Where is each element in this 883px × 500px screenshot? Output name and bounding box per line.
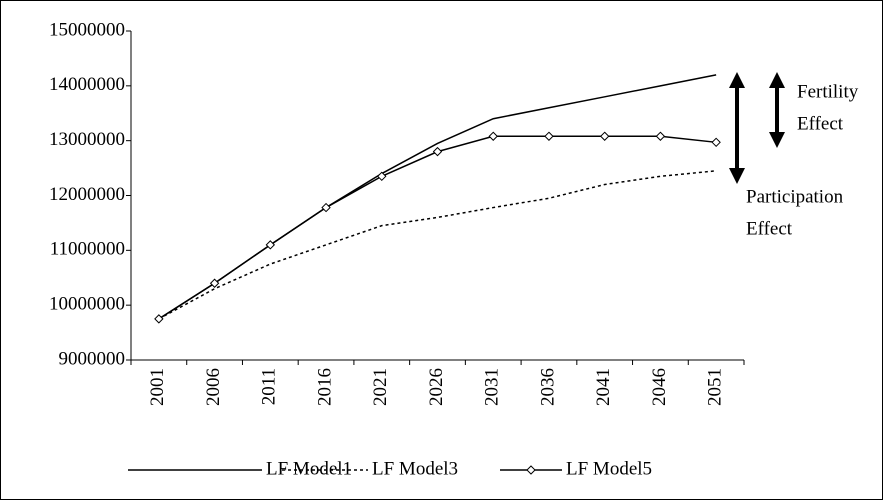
legend-label: LF Model3 [372, 458, 458, 479]
x-tick-label: 2041 [593, 368, 614, 406]
legend-marker [526, 465, 536, 475]
point-marker [655, 131, 666, 141]
series-line [158, 170, 717, 320]
y-tick-label: 14000000 [49, 74, 125, 95]
x-tick-label: 2036 [537, 368, 558, 406]
x-tick-label: 2051 [704, 368, 725, 406]
y-tick-label: 13000000 [49, 129, 125, 150]
legend-label: LF Model1 [266, 458, 352, 479]
point-marker [488, 131, 498, 141]
x-tick-label: 2006 [203, 368, 224, 406]
point-marker [265, 240, 276, 250]
legend-label: LF Model5 [566, 458, 652, 479]
point-marker [544, 131, 554, 141]
point-marker [321, 202, 331, 213]
y-tick-label: 15000000 [49, 19, 125, 40]
x-tick-label: 2031 [482, 368, 503, 406]
y-tick-label: 9000000 [59, 348, 126, 369]
annotation: Effect [746, 218, 793, 239]
x-tick-label: 2026 [426, 368, 447, 406]
x-tick-label: 2021 [370, 368, 391, 406]
point-marker [432, 146, 443, 157]
y-tick-label: 11000000 [50, 239, 125, 260]
point-marker [377, 171, 387, 182]
x-tick-label: 2001 [147, 368, 168, 406]
annotation: Effect [797, 113, 844, 134]
point-marker [154, 314, 164, 324]
y-tick-label: 10000000 [49, 294, 125, 315]
x-tick-label: 2016 [314, 368, 335, 406]
x-tick-label: 2011 [259, 368, 280, 405]
point-marker [711, 137, 721, 148]
annotation: Participation [746, 186, 844, 207]
point-marker [209, 278, 220, 288]
annotation: Fertility [797, 81, 859, 102]
y-tick-label: 12000000 [49, 184, 125, 205]
x-tick-label: 2046 [649, 368, 670, 406]
point-marker [599, 131, 610, 141]
